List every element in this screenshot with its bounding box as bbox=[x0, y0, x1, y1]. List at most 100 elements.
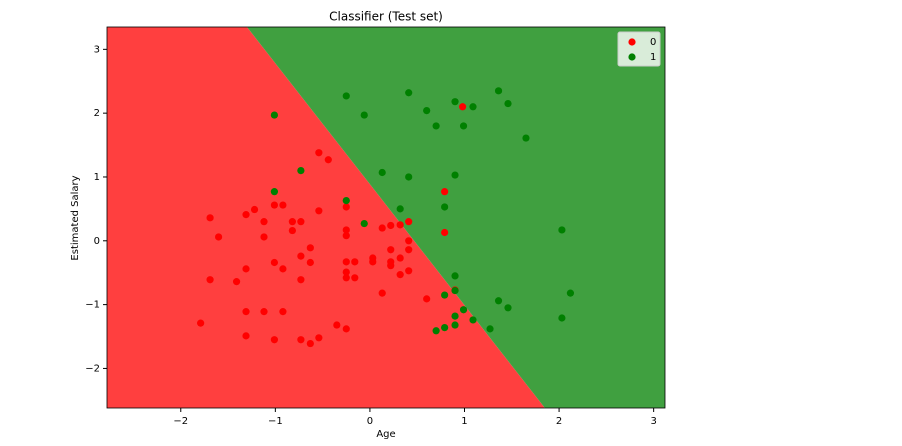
point bbox=[351, 258, 359, 266]
y-tick-label: 1 bbox=[94, 172, 100, 183]
x-tick-label: −2 bbox=[173, 416, 188, 427]
point bbox=[451, 98, 459, 106]
point bbox=[405, 89, 413, 97]
point bbox=[342, 203, 350, 211]
point bbox=[206, 214, 214, 222]
point bbox=[270, 201, 278, 209]
point bbox=[423, 107, 431, 115]
point bbox=[342, 232, 350, 240]
point bbox=[297, 166, 305, 175]
point bbox=[342, 258, 350, 266]
region-0 bbox=[107, 27, 545, 408]
point bbox=[396, 271, 404, 279]
point bbox=[306, 258, 314, 267]
y-tick-label: −2 bbox=[85, 363, 100, 374]
point bbox=[315, 207, 323, 215]
point bbox=[558, 314, 566, 322]
point bbox=[260, 308, 268, 316]
point bbox=[405, 237, 413, 245]
point bbox=[441, 228, 449, 237]
point bbox=[378, 168, 386, 177]
chart-title: Classifier (Test set) bbox=[329, 10, 443, 24]
point bbox=[260, 233, 268, 241]
x-tick-label: 2 bbox=[556, 416, 562, 427]
point bbox=[279, 201, 287, 209]
point bbox=[297, 252, 305, 260]
point bbox=[378, 289, 386, 297]
region-1 bbox=[246, 27, 665, 408]
point bbox=[369, 258, 377, 266]
point bbox=[432, 122, 440, 130]
plot-frame bbox=[106, 26, 666, 409]
point bbox=[288, 218, 296, 226]
x-tick-label: −1 bbox=[268, 416, 283, 427]
y-axis-label: Estimated Salary bbox=[70, 175, 81, 260]
point bbox=[242, 211, 250, 219]
point bbox=[459, 122, 468, 130]
point bbox=[297, 218, 305, 226]
point bbox=[396, 254, 404, 262]
point bbox=[405, 246, 413, 254]
point bbox=[270, 336, 278, 344]
point bbox=[342, 92, 350, 100]
point bbox=[315, 334, 323, 342]
point bbox=[342, 274, 350, 282]
point bbox=[206, 276, 214, 284]
point bbox=[360, 111, 368, 119]
point bbox=[432, 327, 440, 335]
point bbox=[250, 205, 259, 214]
point bbox=[342, 226, 350, 234]
point bbox=[232, 278, 241, 286]
point bbox=[405, 218, 413, 226]
point bbox=[342, 325, 350, 333]
point bbox=[306, 244, 314, 252]
x-tick-label: 3 bbox=[650, 416, 656, 427]
legend-marker bbox=[628, 53, 636, 61]
point bbox=[469, 316, 477, 324]
point bbox=[242, 332, 250, 340]
point bbox=[459, 306, 468, 314]
point bbox=[387, 246, 395, 254]
point bbox=[342, 268, 350, 276]
point bbox=[279, 265, 287, 273]
point bbox=[396, 221, 404, 229]
x-tick-label: 1 bbox=[461, 416, 467, 427]
point bbox=[270, 188, 278, 196]
point bbox=[451, 321, 459, 329]
point bbox=[441, 291, 449, 299]
point bbox=[451, 286, 459, 295]
legend-label: 1 bbox=[650, 52, 656, 63]
point bbox=[387, 221, 395, 230]
point bbox=[242, 265, 250, 273]
point bbox=[558, 226, 566, 234]
point bbox=[405, 267, 413, 275]
point bbox=[297, 276, 305, 284]
point bbox=[378, 224, 386, 232]
point bbox=[396, 205, 404, 213]
point bbox=[387, 262, 395, 270]
point bbox=[297, 336, 305, 344]
point bbox=[279, 308, 287, 316]
x-axis-label: Age bbox=[376, 429, 395, 440]
y-tick-label: 2 bbox=[94, 108, 100, 119]
point bbox=[351, 274, 359, 282]
point bbox=[441, 203, 449, 211]
legend-label: 0 bbox=[650, 37, 656, 48]
point bbox=[451, 272, 459, 280]
point bbox=[405, 173, 413, 181]
point bbox=[315, 149, 323, 157]
point bbox=[215, 233, 223, 241]
point bbox=[469, 103, 477, 111]
y-tick-label: 0 bbox=[94, 236, 100, 247]
point bbox=[333, 321, 341, 329]
point bbox=[522, 134, 530, 142]
point bbox=[494, 297, 503, 305]
point bbox=[197, 319, 205, 327]
point bbox=[441, 188, 449, 196]
point bbox=[270, 258, 278, 267]
point bbox=[342, 196, 350, 205]
point bbox=[360, 219, 368, 228]
legend-marker bbox=[628, 38, 636, 46]
point bbox=[242, 308, 250, 316]
